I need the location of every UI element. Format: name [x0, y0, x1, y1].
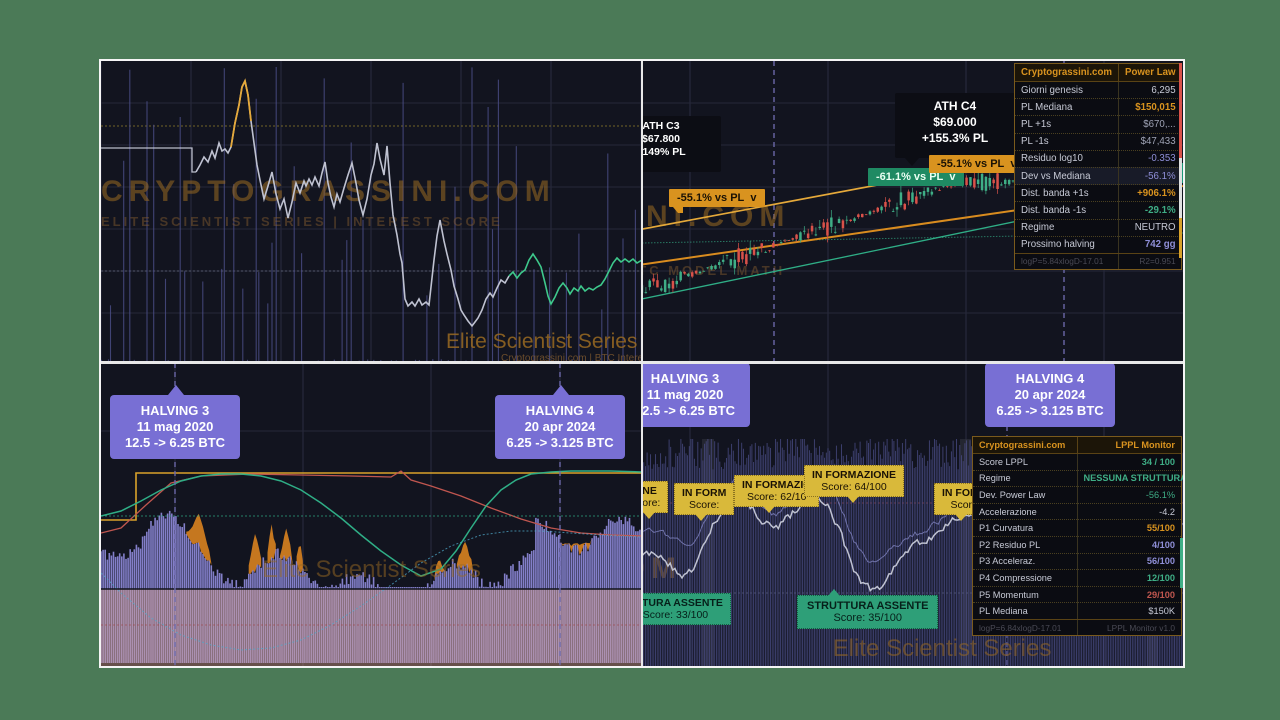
svg-text:ELITE SCIENTIST SERIES | INT: ELITE SCIENTIST SERIES | INTEREST SCORE: [101, 214, 503, 229]
svg-text:Elite Scientist Series: Elite Scientist Series: [446, 330, 637, 353]
svg-text:ERIES | BTC MODEL MATH: ERIES | BTC MODEL MATH: [642, 263, 785, 278]
